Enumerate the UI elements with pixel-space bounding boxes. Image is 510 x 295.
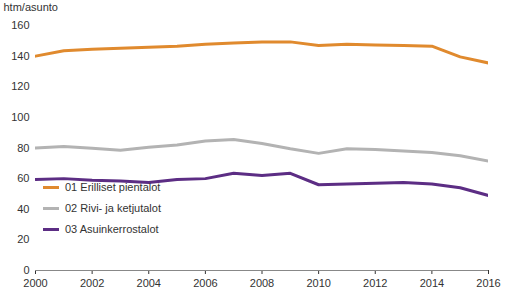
- svg-text:2014: 2014: [420, 277, 444, 289]
- svg-text:80: 80: [17, 142, 29, 154]
- svg-text:2016: 2016: [476, 277, 500, 289]
- svg-text:140: 140: [11, 50, 29, 62]
- svg-text:2010: 2010: [306, 277, 330, 289]
- svg-text:2008: 2008: [250, 277, 274, 289]
- svg-text:2004: 2004: [137, 277, 161, 289]
- svg-text:60: 60: [17, 172, 29, 184]
- svg-text:2000: 2000: [23, 277, 47, 289]
- html-text:03 Asuinkerrostalot: 03 Asuinkerrostalot: [65, 223, 159, 235]
- svg-text:120: 120: [11, 80, 29, 92]
- svg-text:2002: 2002: [80, 277, 104, 289]
- svg-text:2006: 2006: [193, 277, 217, 289]
- svg-text:160: 160: [11, 19, 29, 31]
- svg-text:htm/asunto: htm/asunto: [4, 1, 58, 13]
- html-text:02 Rivi- ja ketjutalot: 02 Rivi- ja ketjutalot: [65, 202, 161, 214]
- svg-text:20: 20: [17, 233, 29, 245]
- svg-text:2012: 2012: [363, 277, 387, 289]
- html-text:01 Erilliset pientalot: 01 Erilliset pientalot: [65, 181, 161, 193]
- svg-text:100: 100: [11, 111, 29, 123]
- svg-text:0: 0: [23, 264, 29, 276]
- svg-text:40: 40: [17, 203, 29, 215]
